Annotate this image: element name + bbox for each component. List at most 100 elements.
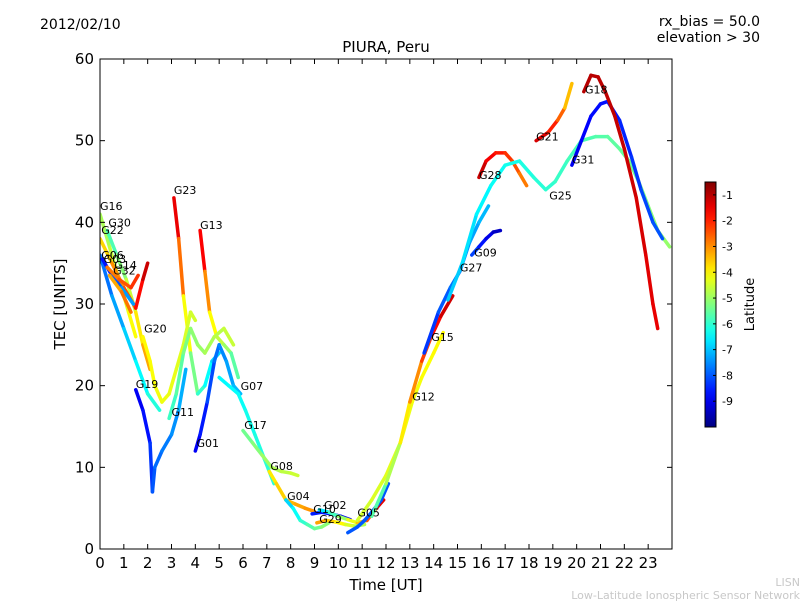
series-segment xyxy=(145,392,162,412)
x-tick-label: 7 xyxy=(262,554,272,572)
series-segment xyxy=(582,73,593,94)
series-segment xyxy=(489,163,507,188)
series-segment xyxy=(141,261,150,282)
satellite-label: G18 xyxy=(585,83,608,96)
x-tick-label: 4 xyxy=(191,554,201,572)
series-segment xyxy=(203,359,214,388)
footer-full-credit: Low-Latitude Ionospheric Sensor Network xyxy=(571,589,800,602)
series-segment xyxy=(141,343,152,372)
y-tick-label: 20 xyxy=(75,377,94,395)
elevation-label: elevation > 30 xyxy=(656,30,760,46)
series-segment xyxy=(148,359,157,388)
series-segment xyxy=(119,285,136,306)
x-tick-label: 10 xyxy=(329,554,348,572)
footer-short-credit: LISN xyxy=(775,576,800,589)
series-segment xyxy=(134,359,150,396)
series-segment xyxy=(555,106,567,122)
satellite-label: G30 xyxy=(108,216,131,229)
series-segment xyxy=(563,81,574,110)
series-segment xyxy=(172,196,181,241)
series-segment xyxy=(174,351,186,396)
satellite-label: G17 xyxy=(244,419,267,432)
series-g19 xyxy=(134,367,188,494)
rx-bias-label: rx_bias = 50.0 xyxy=(658,14,760,30)
satellite-label: G15 xyxy=(431,331,454,344)
colorbar-tick-label: -1 xyxy=(722,189,733,202)
series-segment xyxy=(570,138,584,167)
axes: 0 1 2 3 4 5 6 7 8 9 10 11 12 13 14 15 16 17 18 19 20 21 22 2301… xyxy=(51,38,673,594)
series-segment xyxy=(613,114,627,151)
colorbar-tick-label: -3 xyxy=(722,240,733,253)
satellite-label: G11 xyxy=(172,406,195,419)
series-segment xyxy=(160,432,174,453)
series-segment xyxy=(222,343,233,355)
y-tick-label: 10 xyxy=(75,458,94,476)
series-segment xyxy=(198,228,207,274)
series-segment xyxy=(346,525,360,535)
series-g13 xyxy=(198,228,240,380)
series-segment xyxy=(267,469,279,486)
series-segment xyxy=(167,392,179,421)
series-g32 xyxy=(107,273,133,314)
series-segment xyxy=(176,367,188,412)
x-tick-label: 16 xyxy=(472,554,491,572)
series-segment xyxy=(134,310,145,347)
series-segment xyxy=(119,290,133,314)
series-segment xyxy=(398,400,412,445)
x-tick-label: 17 xyxy=(496,554,515,572)
series-segment xyxy=(243,408,257,437)
series-segment xyxy=(431,330,445,355)
series-segment xyxy=(629,155,643,192)
series-segment xyxy=(477,159,488,180)
series-segment xyxy=(517,159,536,180)
satellite-label: G29 xyxy=(319,513,342,526)
y-tick-label: 60 xyxy=(75,50,94,68)
x-tick-label: 6 xyxy=(238,554,248,572)
series-segment xyxy=(384,441,403,486)
satellite-label: G07 xyxy=(241,380,264,393)
series-segment xyxy=(198,400,209,437)
x-tick-label: 0 xyxy=(95,554,105,572)
series-g01 xyxy=(193,343,243,453)
satellite-label: G04 xyxy=(287,490,310,503)
series-segment xyxy=(436,285,453,314)
x-axis-label: Time [UT] xyxy=(348,576,422,594)
colorbar-tick-label: -5 xyxy=(722,292,733,305)
colorbar-tick-label: -8 xyxy=(722,369,733,382)
satellite-label: G01 xyxy=(197,437,220,450)
x-tick-label: 8 xyxy=(286,554,296,572)
series-segment xyxy=(410,375,424,404)
series-segment xyxy=(274,481,288,502)
satellite-label: G21 xyxy=(536,131,559,144)
series-segment xyxy=(117,277,133,290)
x-tick-label: 3 xyxy=(167,554,177,572)
series-segment xyxy=(129,273,140,290)
x-tick-label: 14 xyxy=(424,554,443,572)
series-segment xyxy=(634,196,648,257)
series-segment xyxy=(231,383,243,396)
series-segment xyxy=(553,159,569,184)
satellite-label: G02 xyxy=(324,499,347,512)
series-segment xyxy=(589,102,603,118)
series-segment xyxy=(207,310,219,339)
series-segment xyxy=(379,481,391,502)
series-segment xyxy=(517,171,529,188)
series-segment xyxy=(153,383,164,404)
series-segment xyxy=(174,343,186,372)
series-segment xyxy=(105,265,121,282)
colorbar-tick-label: -4 xyxy=(722,266,733,279)
series-g04 xyxy=(284,498,331,531)
series-segment xyxy=(639,187,655,225)
series-segment xyxy=(236,392,248,412)
series-segment xyxy=(477,204,491,225)
satellite-label: G08 xyxy=(270,460,293,473)
satellite-label: G10 xyxy=(313,503,336,516)
series-segment xyxy=(153,449,164,470)
x-tick-label: 18 xyxy=(519,554,538,572)
series-segment xyxy=(188,326,200,347)
series-segment xyxy=(460,212,479,265)
series-segment xyxy=(167,367,179,396)
